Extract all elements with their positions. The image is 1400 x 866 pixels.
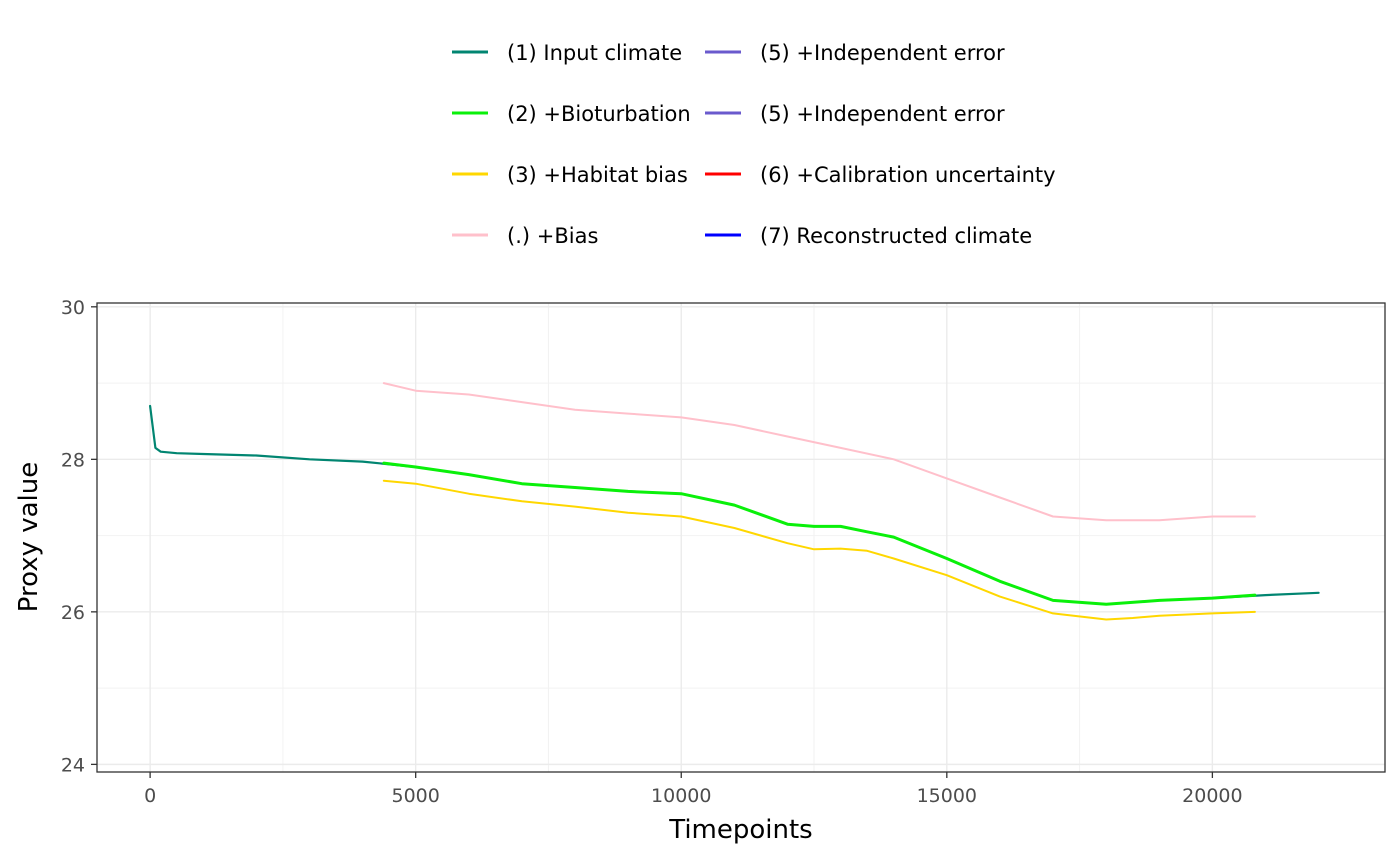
x-tick-label: 15000 [917,785,977,807]
x-tick-label: 20000 [1182,785,1242,807]
legend-label-4: (.) +Bias [507,224,598,248]
x-tick-label: 0 [144,785,156,807]
series-line [382,382,1256,522]
gridlines [97,303,1385,772]
x-axis-title: Timepoints [668,815,812,845]
x-tick-label: 5000 [392,785,440,807]
y-tick-label: 24 [61,754,85,776]
panel-background [97,303,1385,772]
series-line [382,461,1257,606]
y-axis-title: Proxy value [14,462,44,613]
legend-label-8: (7) Reconstructed climate [760,224,1032,248]
legend-label-7: (6) +Calibration uncertainty [760,163,1056,187]
plot-panel [96,302,1386,773]
legend-label-3: (3) +Habitat bias [507,163,688,187]
y-tick-label: 30 [61,297,85,319]
legend-label-1: (1) Input climate [507,41,682,65]
panel-border [96,302,1386,773]
legend-label-2: (2) +Bioturbation [507,102,691,126]
y-tick-label: 26 [61,602,85,624]
series-line [382,479,1256,621]
y-tick-label: 28 [61,449,85,471]
x-tick-label: 10000 [651,785,711,807]
legend: (1) Input climate (2) +Bioturbation (3) … [452,41,1056,248]
y-axis: 24 26 28 30 [61,297,97,776]
x-axis: 0 5000 10000 15000 20000 [144,772,1243,807]
legend-label-6: (5) +Independent error [760,102,1005,126]
series-layer [149,382,1320,621]
legend-label-5: (5) +Independent error [760,41,1005,65]
